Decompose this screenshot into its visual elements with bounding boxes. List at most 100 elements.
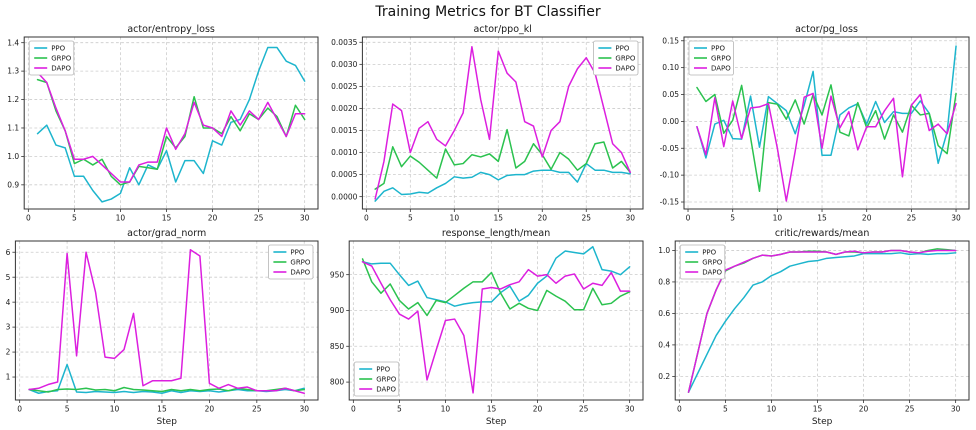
y-tick-label: 0.0025 — [331, 82, 357, 91]
chart-cell: 0 5 10 15 20 25 30 0.9 1.0 1.1 1.2 1.3 1.4 actor/entr… — [0, 22, 325, 226]
subplot-title: actor/grad_norm — [127, 228, 206, 239]
x-tick-label: 25 — [582, 214, 592, 223]
x-tick-label: 15 — [494, 214, 504, 223]
legend-label-grpo: GRPO — [702, 258, 723, 266]
legend: PPO GRPO DAPO — [688, 40, 734, 76]
x-tick-label: 30 — [299, 405, 309, 414]
chart-cell: 0 5 10 15 20 25 30 0.0000 0.0005 0.0010 0.0015 0.00… — [325, 22, 650, 226]
chart-cell: 0 5 10 15 20 25 30 -0.15 -0.10 -0.05 0.00 0.05 0.10 0… — [651, 22, 976, 226]
x-tick-label: 0 — [677, 405, 682, 414]
x-tick-label: 15 — [162, 214, 172, 223]
x-tick-label: 5 — [723, 405, 728, 414]
series-line-grpo — [687, 248, 956, 393]
x-tick-label: 25 — [254, 214, 264, 223]
y-tick-label: 0.0015 — [331, 126, 357, 135]
x-tick-label: 20 — [858, 405, 868, 414]
chart-cell: 0 5 10 15 20 25 30 0.2 0.4 0.6 0.8 1.0 critic/reward… — [651, 226, 976, 430]
gridlines — [15, 241, 318, 400]
series-line-grpo — [362, 258, 631, 317]
x-tick-label: 20 — [862, 214, 872, 223]
y-tick-label: 1.0 — [658, 246, 670, 255]
legend-label-dapo: DAPO — [711, 64, 731, 72]
y-tick-label: 0.00 — [662, 117, 679, 126]
x-tick-label: 20 — [208, 214, 218, 223]
series-line-grpo — [36, 78, 306, 186]
y-tick-label: 0.0020 — [331, 104, 357, 113]
legend-label-dapo: DAPO — [376, 385, 396, 393]
series-lines — [28, 248, 305, 395]
y-tick-label: 0.0030 — [331, 60, 357, 69]
legend-label-grpo: GRPO — [616, 54, 637, 62]
series-line-ppo — [362, 245, 631, 307]
y-tick-label: 5 — [6, 273, 11, 282]
x-tick-label: 0 — [17, 405, 22, 414]
x-tick-label: 10 — [766, 405, 776, 414]
series-line-ppo — [374, 162, 632, 202]
legend-label-ppo: PPO — [711, 44, 725, 52]
series-line-ppo — [687, 252, 956, 393]
x-tick-label: 30 — [950, 405, 960, 414]
y-tick-label: 0.4 — [658, 341, 670, 350]
axis-ticks: 0 5 10 15 20 25 30 0.0000 0.0005 0.0010 0.0015 0.00… — [331, 38, 635, 223]
legend: PPO GRPO DAPO — [267, 244, 314, 280]
y-tick-label: 1.4 — [7, 38, 19, 47]
x-tick-label: 20 — [533, 405, 543, 414]
y-tick-label: -0.15 — [659, 198, 679, 207]
axis-ticks: 0 5 10 15 20 25 30 0.9 1.0 1.1 1.2 1.3 1.4 — [7, 38, 309, 222]
series-line-dapo — [687, 249, 956, 393]
axis-ticks: 0 5 10 15 20 25 30 1 2 3 4 5 6 — [6, 248, 310, 414]
gridlines — [674, 241, 969, 400]
series-lines — [374, 45, 632, 202]
x-axis-label: Step — [811, 417, 832, 427]
y-tick-label: 0.10 — [662, 63, 679, 72]
x-tick-label: 15 — [487, 405, 497, 414]
axis-ticks: 0 5 10 15 20 25 30 800 850 900 950 — [330, 270, 635, 413]
series-line-dapo — [695, 92, 957, 202]
y-tick-label: 0.0010 — [331, 148, 357, 157]
y-tick-label: 0.0000 — [331, 192, 357, 201]
y-tick-label: 850 — [330, 342, 345, 351]
series-lines — [36, 46, 306, 203]
axis-ticks: 0 5 10 15 20 25 30 -0.15 -0.10 -0.05 0.00 0.05 0.10 0… — [659, 36, 960, 222]
figure-title: Training Metrics for BT Classifier — [375, 4, 601, 20]
legend: PPO GRPO DAPO — [593, 40, 639, 76]
y-tick-label: -0.10 — [659, 171, 679, 180]
legend-label-ppo: PPO — [51, 44, 65, 52]
x-tick-label: 5 — [730, 214, 735, 223]
plot-frame — [674, 240, 970, 401]
legend-label-ppo: PPO — [290, 248, 304, 256]
y-tick-label: 6 — [6, 248, 11, 257]
series-lines — [362, 245, 631, 394]
x-tick-label: 25 — [252, 405, 262, 414]
x-tick-label: 15 — [817, 214, 827, 223]
series-line-ppo — [36, 46, 306, 203]
chart-actor-entropy-loss: 0 5 10 15 20 25 30 0.9 1.0 1.1 1.2 1.3 1.4 actor/entr… — [7, 24, 319, 223]
x-tick-label: 10 — [110, 405, 120, 414]
x-tick-label: 15 — [157, 405, 167, 414]
x-tick-label: 5 — [65, 405, 70, 414]
chart-actor-pg-loss: 0 5 10 15 20 25 30 -0.15 -0.10 -0.05 0.00 0.05 0.10 0… — [659, 24, 970, 223]
y-tick-label: -0.05 — [659, 144, 679, 153]
plot-frame — [23, 36, 319, 210]
series-line-dapo — [28, 248, 305, 395]
x-tick-label: 25 — [579, 405, 589, 414]
series-lines — [687, 248, 956, 393]
series-line-grpo — [695, 84, 957, 193]
x-tick-label: 25 — [906, 214, 916, 223]
series-line-dapo — [374, 45, 632, 200]
plot-frame — [14, 240, 319, 401]
y-tick-label: 950 — [330, 270, 345, 279]
y-tick-label: 0.2 — [658, 372, 670, 381]
legend-label-ppo: PPO — [376, 365, 390, 373]
subplot-title: actor/pg_loss — [795, 24, 858, 35]
legend-label-ppo: PPO — [702, 248, 716, 256]
x-tick-label: 20 — [205, 405, 215, 414]
plot-frame — [362, 36, 644, 210]
legend-label-ppo: PPO — [616, 44, 630, 52]
series-line-ppo — [695, 45, 957, 165]
x-tick-label: 10 — [441, 405, 451, 414]
legend-label-dapo: DAPO — [51, 64, 71, 72]
y-tick-label: 800 — [330, 378, 345, 387]
y-tick-label: 0.05 — [662, 90, 679, 99]
